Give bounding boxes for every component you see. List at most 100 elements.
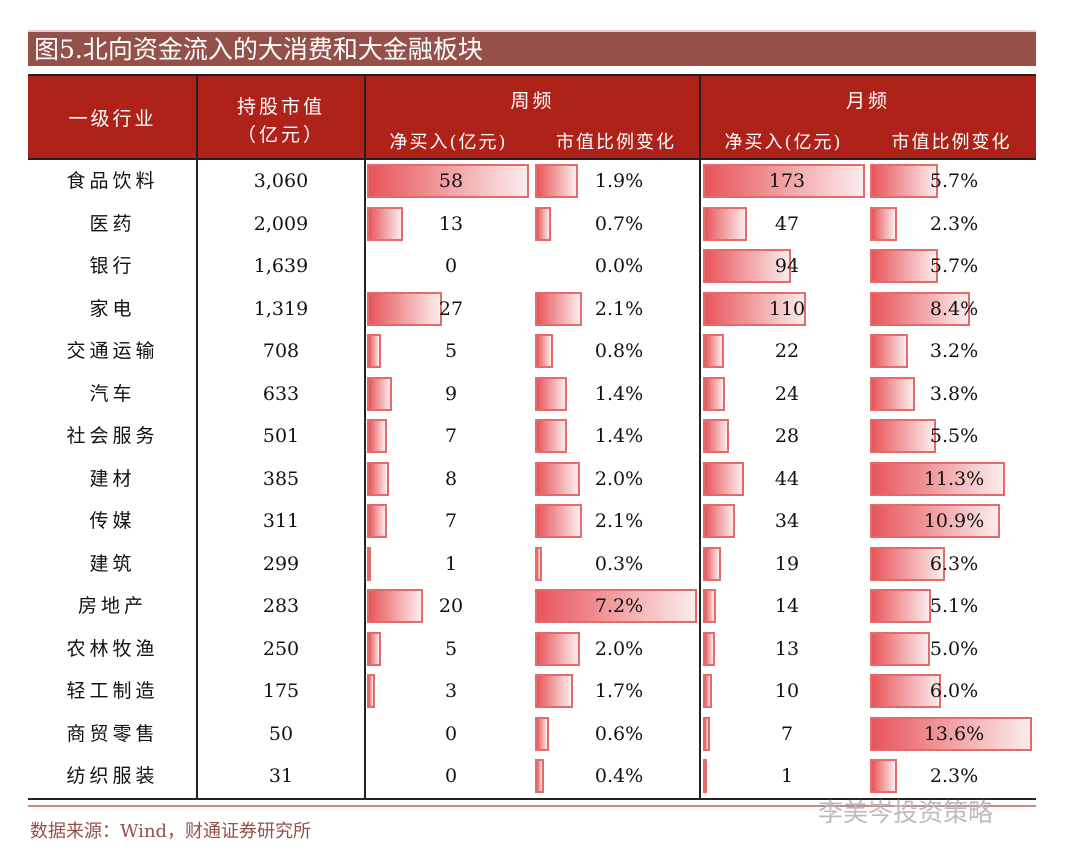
holding-cell: 2,009 [253,212,309,235]
monthly-netbuy-bar [703,759,707,793]
weekly-netbuy-bar [367,589,423,623]
weekly-ratio-cell: 0.6% [594,722,644,745]
monthly-netbuy-cell: 22 [774,340,800,362]
header-monthly-netbuy: 净买入(亿元) [724,132,843,153]
holding-cell: 1,639 [253,255,309,277]
monthly-ratio-bar [870,631,930,666]
weekly-ratio-bar [535,589,697,623]
industry-cell: 农林牧渔 [66,637,159,660]
monthly-netbuy-bar [703,206,747,241]
monthly-ratio-cell: 5.0% [929,637,979,660]
monthly-netbuy-cell: 34 [774,510,800,532]
monthly-ratio-bar [870,461,1005,496]
weekly-ratio-cell: 0.8% [594,340,644,362]
holding-cell: 283 [262,595,300,617]
monthly-netbuy-bar [703,504,735,538]
table-row: 纺织服装 31 0 0.4% 1 2.3% [28,755,1036,798]
monthly-netbuy-bar [703,419,730,453]
weekly-ratio-bar [535,164,578,198]
weekly-ratio-bar [535,206,551,241]
table-header: 一级行业 持股市值 （亿元） 周频 月频 净买入(亿元) 市值比例变化 净买入(… [28,74,1036,160]
monthly-ratio-cell: 5.5% [929,425,979,447]
weekly-ratio-bar [535,504,583,538]
monthly-netbuy-bar [703,589,717,623]
figure-title: 图5.北向资金流入的大消费和大金融板块 [28,30,1036,66]
holding-cell: 385 [262,467,300,490]
holding-cell: 299 [262,552,300,575]
industry-cell: 食品饮料 [66,170,159,192]
holding-cell: 501 [262,425,300,447]
header-weekly-netbuy: 净买入(亿元) [389,132,508,153]
monthly-netbuy-bar [703,334,724,368]
monthly-netbuy-cell: 28 [774,425,800,447]
monthly-netbuy-cell: 44 [774,467,800,490]
weekly-ratio-cell: 2.1% [594,297,644,320]
monthly-netbuy-cell: 14 [774,595,800,617]
weekly-netbuy-cell: 0 [444,255,458,277]
industry-cell: 房地产 [77,595,147,617]
holding-cell: 311 [262,510,300,532]
monthly-ratio-bar [870,546,946,581]
monthly-netbuy-bar [703,716,710,751]
monthly-ratio-cell: 2.3% [929,765,979,787]
header-monthly-ratio: 市值比例变化 [891,132,1012,153]
weekly-netbuy-cell: 20 [438,595,464,617]
header-holding-unit: （亿元） [236,124,325,146]
monthly-ratio-bar [870,164,938,198]
industry-cell: 商贸零售 [66,722,159,745]
table-row: 建材 385 8 2.0% 44 11.3% [28,458,1036,501]
holding-cell: 250 [262,637,300,660]
monthly-ratio-cell: 11.3% [923,467,985,490]
weekly-ratio-cell: 0.7% [594,212,644,235]
monthly-ratio-bar [870,249,938,283]
monthly-netbuy-cell: 94 [774,255,800,277]
monthly-ratio-bar [870,291,971,326]
monthly-netbuy-cell: 47 [774,212,800,235]
monthly-ratio-bar [870,206,898,241]
table-body: 食品饮料 3,060 58 1.9% 173 5.7% 医药 2,009 13 0.7% 47 2.3… [28,160,1036,800]
weekly-ratio-cell: 2.0% [594,637,644,660]
weekly-ratio-bar [535,759,544,793]
weekly-netbuy-cell: 9 [444,382,458,405]
source-note: 数据来源：Wind，财通证券研究所 [30,821,312,842]
industry-cell: 银行 [89,255,136,277]
industry-cell: 汽车 [89,382,136,405]
weekly-ratio-bar [535,546,542,581]
weekly-ratio-cell: 0.3% [594,552,644,575]
weekly-netbuy-cell: 5 [444,340,458,362]
monthly-netbuy-bar [703,546,721,581]
holding-cell: 708 [262,340,300,362]
monthly-ratio-cell: 3.8% [929,382,979,405]
monthly-netbuy-cell: 173 [768,170,806,192]
monthly-ratio-bar [870,589,931,623]
weekly-netbuy-bar [367,376,393,411]
holding-cell: 633 [262,382,300,405]
weekly-netbuy-bar [367,461,390,496]
weekly-netbuy-cell: 7 [444,425,458,447]
holding-cell: 31 [268,765,294,787]
weekly-netbuy-cell: 1 [444,552,458,575]
weekly-netbuy-cell: 27 [438,297,464,320]
table-row: 商贸零售 50 0 0.6% 7 13.6% [28,713,1036,756]
table-row: 汽车 633 9 1.4% 24 3.8% [28,373,1036,416]
divider [699,76,701,160]
weekly-ratio-bar [535,674,574,708]
industry-cell: 医药 [89,212,136,235]
table-row: 食品饮料 3,060 58 1.9% 173 5.7% [28,160,1036,203]
monthly-netbuy-cell: 13 [774,637,800,660]
header-monthly: 月频 [845,90,890,112]
weekly-netbuy-cell: 0 [444,722,458,745]
monthly-ratio-bar [870,504,1000,538]
watermark: 李美岑投资策略 [818,798,994,827]
weekly-netbuy-bar [367,546,371,581]
holding-cell: 50 [268,722,294,745]
weekly-ratio-bar [535,419,567,453]
monthly-netbuy-cell: 1 [780,765,794,787]
monthly-netbuy-bar [703,461,745,496]
monthly-ratio-cell: 8.4% [929,297,979,320]
weekly-netbuy-cell: 13 [438,212,464,235]
monthly-netbuy-cell: 19 [774,552,800,575]
weekly-ratio-cell: 1.4% [594,382,644,405]
monthly-netbuy-cell: 10 [774,680,800,702]
monthly-ratio-bar [870,419,936,453]
